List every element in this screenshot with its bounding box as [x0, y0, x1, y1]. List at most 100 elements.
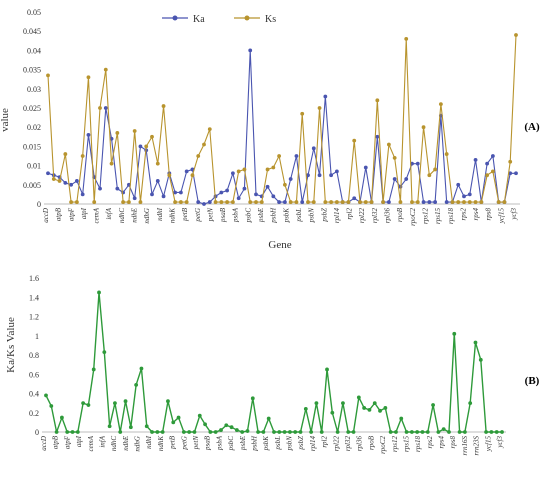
panel-b-ka-ks-point — [134, 382, 139, 387]
panel-b-x-tick-label: rpl32 — [344, 436, 352, 452]
panel-a-ka-point — [288, 177, 293, 181]
panel-a-y-tick-label: 0 — [37, 200, 41, 209]
panel-a-ka-point — [161, 194, 166, 199]
panel-a-y-tick-label: 0.025 — [23, 104, 41, 113]
panel-a-y-tick-label: 0.03 — [27, 85, 41, 94]
panel-a-ka-point — [282, 200, 287, 204]
panel-b-ka-ks-point — [362, 406, 367, 410]
panel-b-x-tick-label: psbA — [215, 435, 223, 451]
panel-a-ka-point — [271, 194, 276, 199]
panel-a-ka-point — [236, 196, 241, 201]
panel-a-ks-point — [421, 125, 426, 130]
panel-b-ka-ks-point — [49, 404, 54, 408]
panel-a-ka-point — [196, 200, 201, 204]
panel-b-ka-ks-point — [75, 430, 80, 434]
panel-b-ka-ks-point — [441, 427, 446, 432]
panel-b-ka-ks-point — [219, 428, 223, 432]
panel-b-x-tick-label: psbH — [250, 435, 258, 452]
panel-b-ka-ks-point — [447, 430, 451, 434]
panel-a-ks-point — [375, 98, 380, 103]
panel-b-ka-ks-point — [436, 430, 441, 434]
panel-b-ka-ks-point — [65, 430, 70, 434]
panel-b-x-tick-label: psbC — [227, 436, 235, 452]
panel-a-ks-point — [63, 152, 68, 156]
panel-b-x-tick-label: ndhI — [145, 435, 153, 449]
panel-a-ka-point — [294, 154, 299, 158]
panel-a-ks-point — [103, 67, 108, 72]
panel-b-ka-ks-point — [128, 425, 133, 430]
panel-b-ka-ks-point — [303, 407, 308, 411]
panel-a-ka-point — [80, 192, 85, 197]
panel-a-ka-point — [63, 180, 68, 185]
panel-a-ks-point — [363, 200, 368, 204]
panel-a-ks-point — [92, 200, 97, 204]
panel-a-ks-point — [496, 200, 501, 204]
panel-a-ks-point — [230, 200, 235, 204]
panel-a-ka-point — [132, 196, 137, 201]
panel-a-ka-point — [150, 192, 154, 197]
panel-b-ka-ks-point — [107, 424, 112, 429]
panel-b-x-tick-label: rpoB — [367, 435, 375, 450]
panel-a-ka-point — [421, 200, 426, 204]
panel-b-x-tick-label: ndhE — [122, 435, 130, 451]
panel-a-ks-point — [173, 200, 178, 204]
panel-a-ks-point — [444, 152, 449, 156]
panel-a-y-tick-label: 0.05 — [27, 8, 41, 17]
panel-b-ka-ks-point — [102, 350, 107, 355]
panel-a-x-label: Gene — [268, 239, 291, 251]
panel-a-ks-point — [115, 131, 120, 135]
panel-a-ks-point — [196, 154, 201, 158]
panel-b-ka-ks-point — [500, 430, 504, 434]
panel-b-ka-ks-point — [489, 430, 494, 434]
panel-b-ka-ks-point — [81, 401, 86, 406]
legend-ka-label: Ka — [193, 14, 205, 25]
panel-a-x-tick-label: ndhC — [118, 208, 126, 224]
panel-b-ka-ks-point — [181, 430, 186, 434]
panel-a-ks-point — [300, 111, 305, 116]
panel-a-ks-point — [202, 142, 206, 147]
panel-a-ks-point — [306, 200, 310, 204]
panel-b-ka-ks-line — [45, 291, 502, 433]
legend-ka-marker — [172, 15, 178, 21]
panel-b-ka-ks-point — [383, 406, 388, 410]
panel-a-x-tick-label: petN — [206, 208, 214, 223]
panel-b-x-tick-label: rpl36 — [356, 436, 364, 452]
panel-a-ka-point — [202, 202, 206, 206]
panel-a-ks-point — [277, 154, 282, 158]
panel-a-y-tick-label: 0.01 — [27, 162, 41, 171]
panel-a-ka-point — [317, 173, 322, 178]
panel-a-x-tick-label: atpF — [67, 207, 75, 221]
panel-a-ka-point — [248, 48, 253, 53]
panel-a-ka-point — [467, 192, 472, 197]
panel-b-x-tick-label: rps8 — [449, 436, 457, 449]
panel-a-x-tick-label: rpl14 — [333, 208, 341, 224]
panel-a-ks-point — [479, 200, 484, 204]
panel-b-y-label: Ka/Ks Value — [5, 317, 17, 373]
panel-a-x-tick-label: rpl2 — [346, 208, 354, 220]
panel-a-x-tick-label: rpoC2 — [409, 208, 417, 226]
panel-b-x-tick-label: atpI — [75, 435, 83, 447]
panel-b-ka-ks-point — [256, 430, 260, 434]
panel-b-y-ticks: 0 0.2 0.4 0.6 0.8 1 1.2 1.4 1.6 — [29, 274, 39, 437]
panel-b-ka-ks-point — [44, 393, 48, 398]
panel-b-ka-ks-point — [229, 425, 234, 430]
panel-a-ka-point — [115, 186, 120, 191]
panel-b-x-tick-label: rpoC2 — [379, 436, 387, 454]
panel-a-x-tick-label: ndhI — [156, 207, 164, 221]
panel-a-ks-point — [311, 200, 316, 204]
panel-a-ka-point — [230, 171, 235, 176]
panel-b-x-tick-label: accD — [40, 436, 48, 451]
panel-b-ka-ks-point — [415, 430, 420, 434]
panel-b-ka-ks-point — [171, 420, 176, 425]
panel-a-x-tick-label: rpl36 — [384, 208, 392, 224]
panel-b-ka-ks-point — [346, 430, 351, 434]
panel-a-ks-point — [398, 200, 403, 204]
panel-b-ka-ks-point — [261, 430, 266, 434]
panel-b-x-tick-label: cemA — [87, 435, 95, 451]
panel-a-x-tick-label: psaB — [219, 207, 227, 223]
panel-a-ks-point — [294, 200, 299, 204]
panel-a-ks-point — [248, 200, 253, 204]
panel-b-ka-ks-point — [192, 430, 197, 434]
panel-b-y-tick-label: 1.4 — [29, 293, 39, 302]
panel-a-ka-point — [514, 171, 518, 176]
